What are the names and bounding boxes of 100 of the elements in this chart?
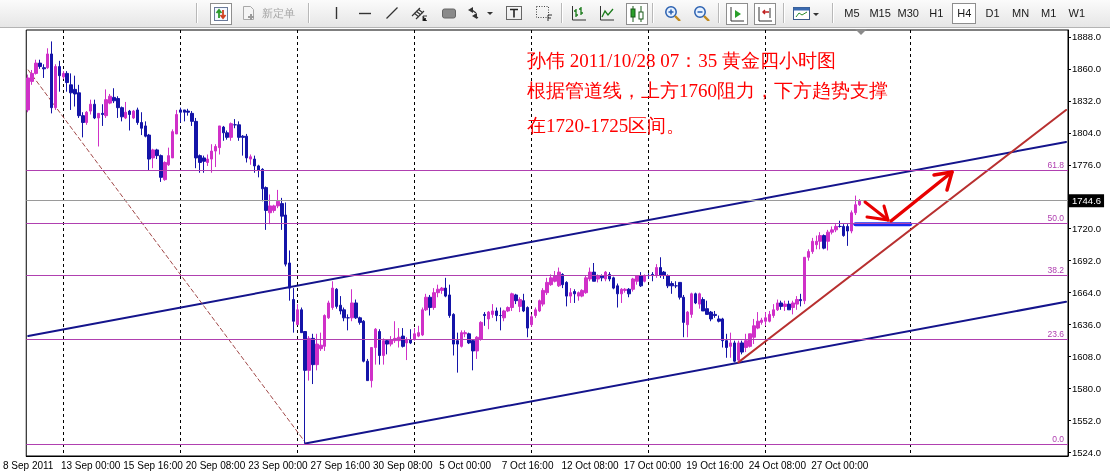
text: H4 xyxy=(952,3,977,24)
candlestick xyxy=(132,109,135,120)
candlestick xyxy=(183,109,186,122)
y-tick-label: 1692.0 xyxy=(1072,255,1102,267)
candlestick xyxy=(713,310,717,319)
candlestick xyxy=(405,336,408,361)
candlestick xyxy=(510,292,514,312)
candlestick xyxy=(428,294,432,317)
candlestick xyxy=(772,303,775,319)
candlestick xyxy=(89,99,92,116)
candlestick xyxy=(799,293,802,307)
y-tick-label: 1636.0 xyxy=(1072,319,1102,331)
candlestick xyxy=(783,300,787,312)
candlestick xyxy=(518,296,522,313)
candlestick xyxy=(210,143,213,174)
text: 新定单 xyxy=(262,7,295,20)
annotation: 23.6 xyxy=(1047,329,1065,340)
candlestick xyxy=(104,88,108,119)
x-tick-label: 12 Oct 08:00 xyxy=(561,459,620,471)
candlestick xyxy=(350,288,354,322)
candlestick xyxy=(222,125,225,142)
candlestick xyxy=(128,109,131,131)
candlestick xyxy=(409,328,412,345)
candlestick xyxy=(737,340,740,362)
x-tick-label: 13 Sep 00:00 xyxy=(60,459,121,471)
candlestick xyxy=(815,235,818,250)
candlestick xyxy=(54,63,57,111)
y-tick-label: 1608.0 xyxy=(1072,351,1102,363)
ref-line-label: 1744.6 xyxy=(1072,195,1102,207)
candlestick xyxy=(292,287,295,334)
annotation: 在1720-1725区间。 xyxy=(527,115,686,136)
candlestick xyxy=(846,223,849,247)
candlestick xyxy=(627,287,631,298)
y-tick-label: 1860.0 xyxy=(1072,63,1102,75)
candlestick xyxy=(42,63,46,79)
candlestick xyxy=(483,311,486,327)
candlestick xyxy=(229,122,233,142)
candlestick xyxy=(791,300,795,315)
candlestick xyxy=(495,307,498,322)
text: M30 xyxy=(897,7,919,20)
candlestick xyxy=(335,287,338,310)
candlestick xyxy=(514,293,518,305)
x-tick-label: 5 Oct 00:00 xyxy=(439,459,492,471)
candlestick xyxy=(159,153,163,183)
y-tick-label: 1720.0 xyxy=(1072,223,1102,235)
candlestick xyxy=(26,74,30,113)
x-tick-label: 17 Oct 00:00 xyxy=(623,459,682,471)
y-tick-label: 1888.0 xyxy=(1072,31,1102,43)
candlestick xyxy=(58,60,61,93)
candlestick xyxy=(826,229,830,251)
text: MN xyxy=(1012,7,1030,20)
candlestick xyxy=(631,277,635,293)
candlestick xyxy=(779,300,783,311)
x-tick-label: 30 Sep 08:00 xyxy=(373,459,433,471)
candlestick xyxy=(93,99,96,120)
candlestick xyxy=(296,303,299,326)
candlestick xyxy=(50,40,53,114)
x-tick-label: 23 Sep 00:00 xyxy=(248,459,309,471)
y-tick-label: 1524.0 xyxy=(1072,447,1102,459)
candlestick xyxy=(577,291,580,302)
candlestick xyxy=(378,328,381,366)
y-tick-label: 1776.0 xyxy=(1072,159,1102,171)
candlestick xyxy=(315,333,319,371)
candlestick xyxy=(694,292,697,305)
candlestick xyxy=(834,223,838,233)
x-tick-label: 15 Sep 16:00 xyxy=(123,459,184,471)
candlestick xyxy=(643,273,646,283)
text: M15 xyxy=(869,7,891,20)
candlestick xyxy=(553,270,557,283)
candlestick xyxy=(97,112,100,147)
candlestick xyxy=(655,263,658,279)
annotation: 38.2 xyxy=(1047,265,1065,276)
candlestick xyxy=(268,193,272,225)
candlestick xyxy=(592,262,596,282)
annotation: 根据管道线，上方1760阻力，下方趋势支撑 xyxy=(527,79,888,101)
annotation: 孙伟 2011/10/28 07：35 黄金四小时图 xyxy=(527,49,837,71)
candlestick xyxy=(569,287,572,304)
candlestick xyxy=(140,111,143,136)
text: H1 xyxy=(929,7,944,20)
candlestick xyxy=(639,271,643,288)
x-tick-label: 19 Oct 16:00 xyxy=(686,459,744,471)
candlestick xyxy=(557,267,561,288)
candlestick xyxy=(202,155,206,174)
candlestick xyxy=(530,313,533,328)
x-tick-label: 8 Sep 2011 xyxy=(3,459,54,471)
text: M5 xyxy=(844,7,860,20)
candlestick xyxy=(764,311,767,327)
candlestick xyxy=(69,72,73,111)
annotation: 0.0 xyxy=(1052,434,1065,445)
annotation: 61.8 xyxy=(1047,159,1065,170)
x-tick-label: 27 Oct 00:00 xyxy=(811,459,869,471)
candlestick xyxy=(311,333,315,385)
candlestick xyxy=(85,110,88,126)
candlestick xyxy=(502,309,506,322)
candlestick xyxy=(740,340,744,355)
candlestick xyxy=(393,320,397,344)
candlestick xyxy=(179,107,182,124)
candlestick xyxy=(573,288,576,304)
candlestick xyxy=(245,133,248,163)
candlestick xyxy=(822,233,826,250)
